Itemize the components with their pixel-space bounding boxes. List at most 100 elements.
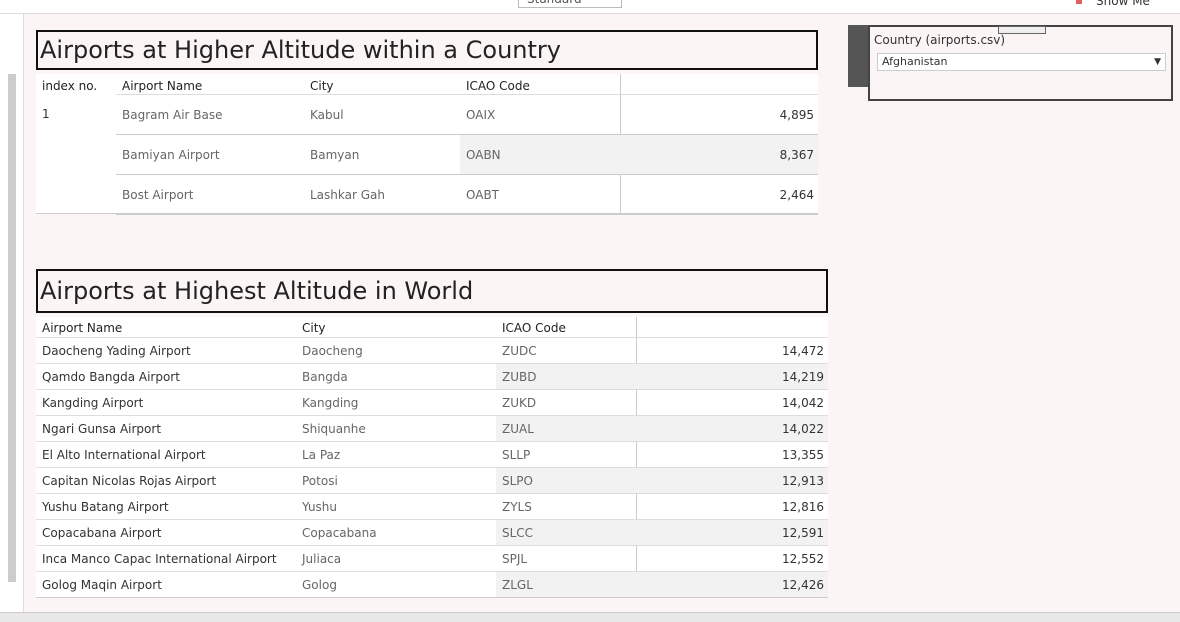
table-cell: Bangda (302, 370, 348, 384)
row-divider (36, 545, 828, 546)
row-divider (36, 441, 828, 442)
table-cell: Bost Airport (122, 188, 194, 202)
table-cell: Copacabana Airport (42, 526, 162, 540)
view-size-dropdown[interactable]: Standard (518, 0, 622, 8)
column-header: index no. (42, 79, 98, 93)
value-cell: 13,355 (782, 448, 824, 462)
row-divider (116, 134, 818, 135)
table-cell: OAIX (466, 108, 496, 122)
table-cell: Shiquanhe (302, 422, 366, 436)
scrollbar[interactable] (8, 74, 16, 582)
column-header: City (310, 79, 334, 93)
row-divider (36, 337, 828, 338)
side-panel (0, 14, 24, 612)
drag-handle[interactable] (998, 26, 1046, 34)
table-cell: Daocheng Yading Airport (42, 344, 191, 358)
row-divider (36, 363, 828, 364)
table-cell: Kabul (310, 108, 344, 122)
row-shade (460, 135, 818, 175)
row-divider (36, 571, 828, 572)
table-cell: SLCC (502, 526, 534, 540)
table-cell: Bamyan (310, 148, 360, 162)
value-cell: 12,816 (782, 500, 824, 514)
column-header: ICAO Code (502, 321, 566, 335)
row-shade (496, 520, 828, 546)
table-cell: La Paz (302, 448, 341, 462)
table-cell: Lashkar Gah (310, 188, 385, 202)
dropdown-value: Afghanistan (882, 55, 948, 68)
filter-title: Country (airports.csv) (874, 33, 1006, 47)
table-cell: Potosi (302, 474, 338, 488)
table-cell: SLPO (502, 474, 533, 488)
row-shade (496, 468, 828, 494)
table-cell: Golog (302, 578, 337, 592)
filter-card: Country (airports.csv) Afghanistan ▼ (868, 25, 1173, 101)
filter-controls[interactable] (848, 25, 868, 87)
table-cell: Kangding (302, 396, 359, 410)
table-cell: El Alto International Airport (42, 448, 206, 462)
table-cell: Yushu Batang Airport (42, 500, 169, 514)
show-me-button[interactable]: Show Me (1096, 0, 1150, 8)
show-me-icon (1076, 0, 1082, 4)
value-cell: 12,591 (782, 526, 824, 540)
table-cell: ZUBD (502, 370, 537, 384)
table-cell: Inca Manco Capac International Airport (42, 552, 277, 566)
toolbar: Standard Show Me (0, 0, 1180, 14)
value-cell: 14,219 (782, 370, 824, 384)
column-header: City (302, 321, 326, 335)
table-title: Airports at Highest Altitude in World (36, 269, 828, 313)
value-cell: 2,464 (779, 188, 814, 202)
row-shade (496, 416, 828, 442)
table-cell: Bamiyan Airport (122, 148, 220, 162)
column-header: Airport Name (42, 321, 123, 335)
row-divider (36, 389, 828, 390)
row-divider (36, 519, 828, 520)
header-divider (116, 94, 818, 95)
index-cell: 1 (42, 107, 50, 121)
table-border (36, 597, 828, 598)
table-cell: OABN (466, 148, 501, 162)
table-cell: Copacabana (302, 526, 377, 540)
value-cell: 12,913 (782, 474, 824, 488)
row-divider (116, 214, 818, 215)
value-cell: 14,042 (782, 396, 824, 410)
value-cell: 4,895 (779, 108, 814, 122)
value-cell: 14,022 (782, 422, 824, 436)
row-divider (36, 493, 828, 494)
country-dropdown[interactable]: Afghanistan ▼ (877, 53, 1166, 71)
row-divider (116, 174, 818, 175)
row-shade (496, 572, 828, 598)
table-cell: ZUAL (502, 422, 534, 436)
value-cell: 8,367 (779, 148, 814, 162)
table-cell: Qamdo Bangda Airport (42, 370, 180, 384)
table-altitude-country: index no. Airport Name City ICAO Code 1 Bagra… (36, 74, 818, 215)
table-cell: Yushu (302, 500, 338, 514)
table-cell: ZUDC (502, 344, 537, 358)
row-divider (36, 467, 828, 468)
column-header: ICAO Code (466, 79, 530, 93)
column-divider (636, 317, 637, 598)
table-cell: Capitan Nicolas Rojas Airport (42, 474, 217, 488)
table-cell: ZYLS (502, 500, 532, 514)
table-altitude-world: Airport Name City ICAO Code Daocheng Yading… (36, 317, 828, 598)
table-cell: Golog Maqin Airport (42, 578, 162, 592)
column-header: Airport Name (122, 79, 203, 93)
table-cell: Juliaca (302, 552, 342, 566)
table-cell: Bagram Air Base (122, 108, 223, 122)
table-cell: Kangding Airport (42, 396, 144, 410)
table-cell: SPJL (502, 552, 528, 566)
value-cell: 12,552 (782, 552, 824, 566)
row-divider (36, 415, 828, 416)
table-cell: Ngari Gunsa Airport (42, 422, 162, 436)
value-cell: 12,426 (782, 578, 824, 592)
table-cell: ZUKD (502, 396, 537, 410)
sheet-tabs[interactable] (0, 612, 1180, 622)
value-cell: 14,472 (782, 344, 824, 358)
table-title: Airports at Higher Altitude within a Cou… (36, 30, 818, 70)
table-border (36, 213, 818, 214)
row-shade (496, 364, 828, 390)
table-cell: SLLP (502, 448, 531, 462)
table-cell: Daocheng (302, 344, 363, 358)
table-cell: ZLGL (502, 578, 533, 592)
